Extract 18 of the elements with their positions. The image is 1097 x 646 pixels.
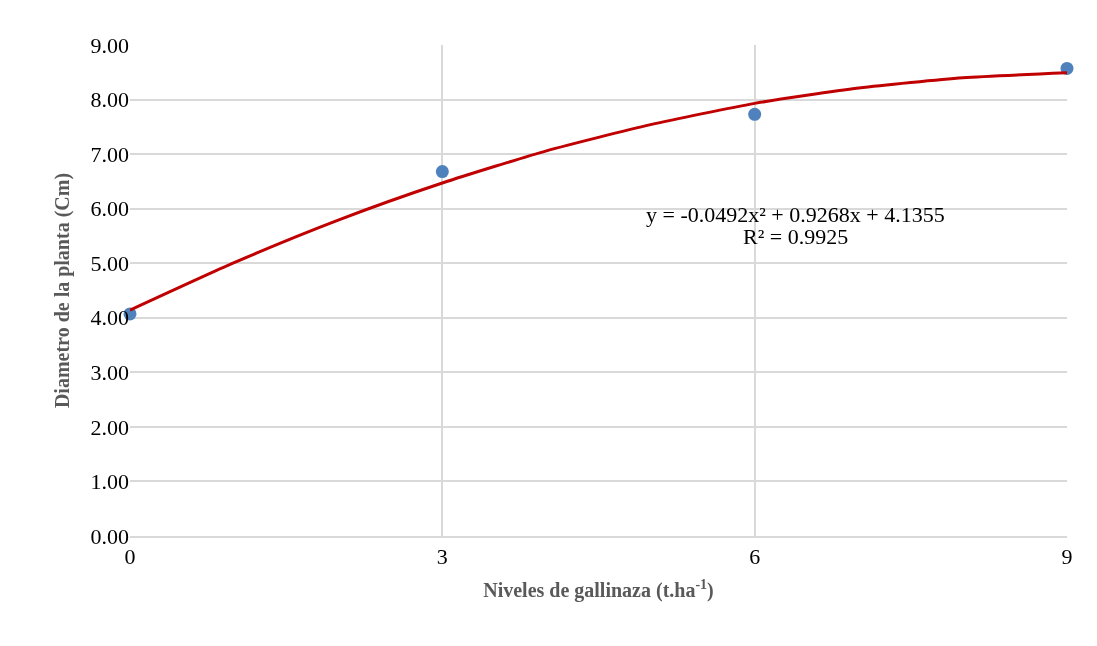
x-axis-title: Niveles de gallinaza (t.ha$^{-1}$) — [483, 576, 714, 603]
y-tick-label: 1.00 — [90, 469, 129, 495]
x-tick-label: 3 — [436, 544, 448, 570]
y-tick-label: 9.00 — [90, 32, 129, 58]
point — [435, 165, 449, 179]
y-tick-label: 4.00 — [90, 305, 129, 331]
point — [748, 107, 762, 121]
y-tick-label: 2.00 — [90, 414, 129, 440]
y-axis-title: Diametro de la planta (Cm) — [51, 172, 74, 409]
annotation: R² = 0.9925 — [743, 224, 849, 249]
x-tick-label: 6 — [749, 544, 761, 570]
y-tick-label: 8.00 — [90, 87, 129, 113]
annotation: y = -0.0492x² + 0.9268x + 4.1355 — [646, 202, 945, 227]
y-tick-label: 7.00 — [90, 141, 129, 167]
y-tick-label: 3.00 — [90, 360, 129, 386]
y-tick-label: 6.00 — [90, 196, 129, 222]
x-tick-label: 9 — [1061, 544, 1073, 570]
y-tick-label: 5.00 — [90, 250, 129, 276]
